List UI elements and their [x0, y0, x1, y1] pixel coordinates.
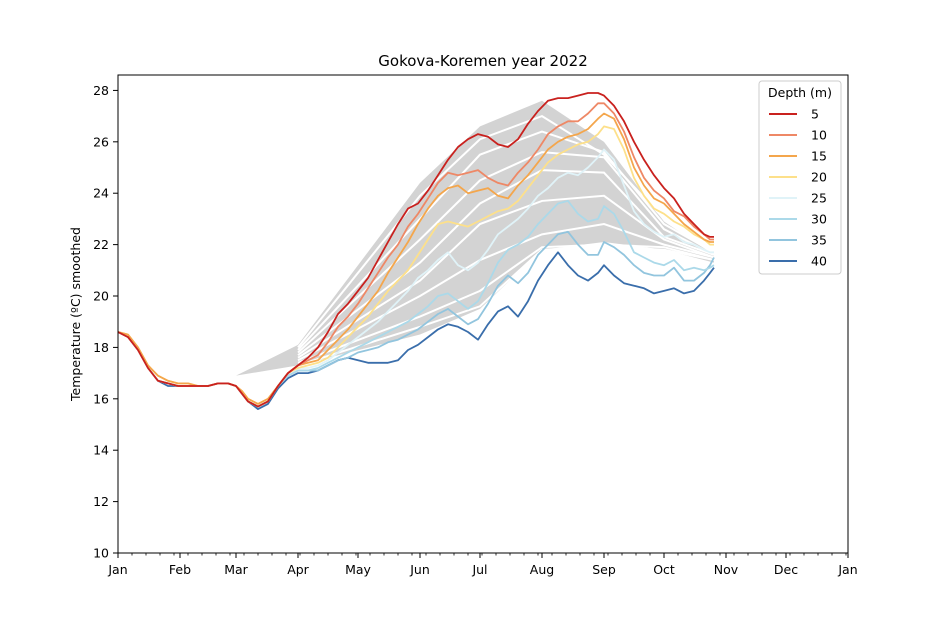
legend-label-5: 5: [811, 107, 819, 122]
y-axis-label: Temperature (ºC) smoothed: [68, 227, 83, 402]
y-tick-label: 18: [93, 340, 109, 355]
legend-label-25: 25: [811, 191, 827, 206]
legend-title: Depth (m): [768, 85, 832, 100]
y-tick-label: 20: [93, 289, 109, 304]
series-lines: [117, 92, 715, 411]
y-tick-label: 24: [93, 186, 109, 201]
plot-frame: [117, 74, 849, 554]
legend-label-15: 15: [811, 149, 827, 164]
legend-box: [758, 80, 842, 275]
x-tick-label: Feb: [169, 562, 191, 577]
legend-label-20: 20: [811, 170, 827, 185]
x-axis: Jan Feb Mar Apr May Jun Jul Aug Sep Oct Nov Dec Jan: [107, 553, 858, 577]
x-tick-label: Aug: [530, 562, 554, 577]
y-tick-label: 14: [93, 443, 109, 458]
x-tick-label: Jan: [837, 562, 857, 577]
x-tick-label: Jun: [409, 562, 430, 577]
legend-label-35: 35: [811, 233, 827, 248]
y-tick-label: 28: [93, 83, 109, 98]
y-tick-label: 12: [93, 494, 109, 509]
legend-label-40: 40: [811, 254, 827, 269]
x-tick-label: Jul: [471, 562, 487, 577]
climatology-line-10: [297, 130, 715, 351]
legend-label-10: 10: [811, 128, 827, 143]
climatology-line-30: [297, 223, 715, 362]
x-tick-label: Mar: [224, 562, 248, 577]
x-tick-label: Nov: [714, 562, 739, 577]
climatology-line-35: [297, 243, 715, 364]
x-tick-label: Sep: [592, 562, 616, 577]
chart-title: Gokova-Koremen year 2022: [378, 52, 587, 70]
y-tick-label: 22: [93, 237, 109, 252]
x-tick-label: Apr: [287, 562, 309, 577]
x-tick-label: Dec: [774, 562, 798, 577]
y-tick-label: 26: [93, 134, 109, 149]
legend-label-30: 30: [811, 212, 827, 227]
y-axis: 10 12 14 16 18 20 22 24 26 28: [93, 83, 118, 561]
x-tick-label: May: [345, 562, 371, 577]
climatology-line-25: [297, 194, 715, 359]
climatology-line-5: [297, 115, 715, 349]
y-tick-label: 16: [93, 391, 109, 406]
y-tick-label: 10: [93, 546, 109, 561]
climatology-line-15: [297, 151, 715, 354]
legend: Depth (m) 5 10 15 20 25 30 35 40: [758, 80, 842, 275]
x-tick-label: Jan: [107, 562, 127, 577]
x-tick-label: Oct: [653, 562, 675, 577]
series-line-5: [117, 92, 714, 408]
